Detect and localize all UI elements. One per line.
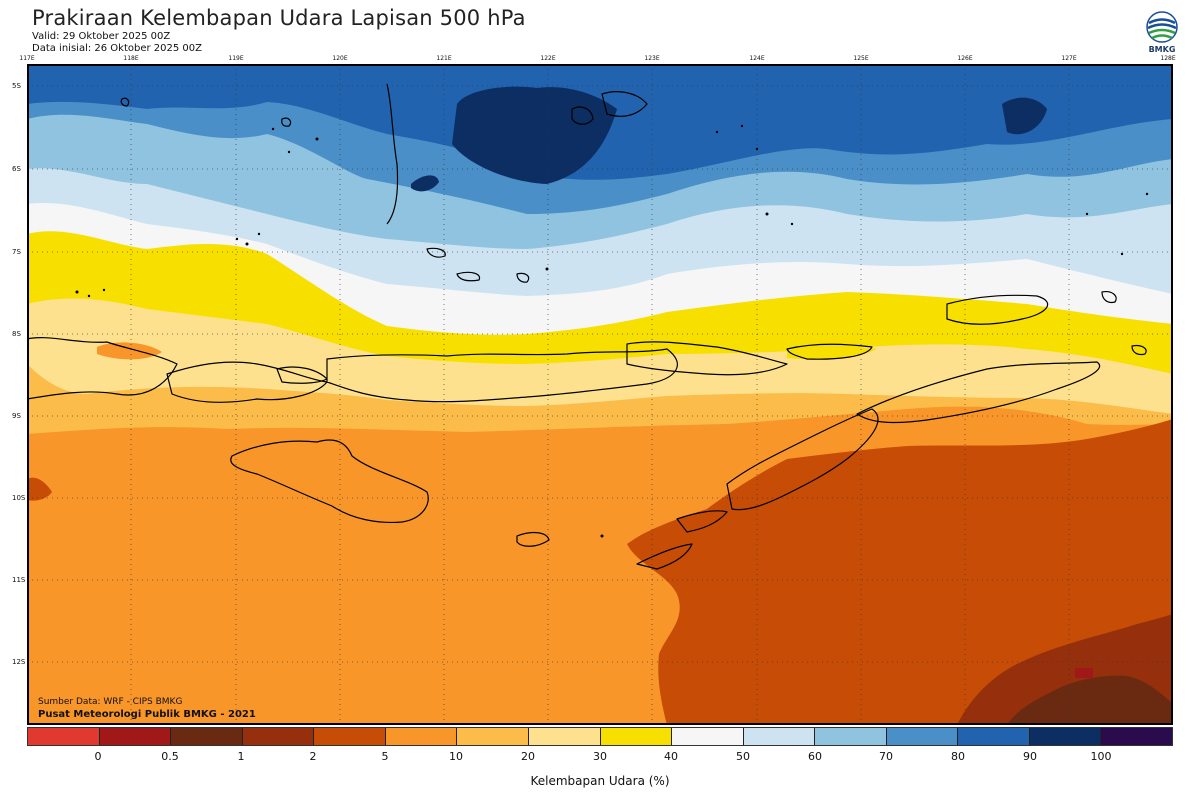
lat-label: 10S bbox=[12, 494, 26, 502]
dark-core-north bbox=[452, 86, 617, 184]
colorbar-segment bbox=[457, 728, 529, 745]
dark-core-mid bbox=[411, 175, 439, 192]
coast-sumba bbox=[230, 439, 429, 524]
map-frame bbox=[27, 64, 1173, 725]
lon-label: 124E bbox=[749, 55, 765, 62]
lat-label: 9S bbox=[12, 412, 21, 420]
colorbar-tick: 20 bbox=[521, 750, 535, 763]
lon-label: 117E bbox=[19, 55, 35, 62]
coast-sumbawa bbox=[27, 336, 178, 400]
colorbar-tick: 70 bbox=[879, 750, 893, 763]
lon-label: 121E bbox=[436, 55, 452, 62]
band-0.5-1 bbox=[1007, 675, 1173, 725]
lon-label: 118E bbox=[123, 55, 139, 62]
band-0-0.5 bbox=[1075, 668, 1093, 678]
lat-label: 5S bbox=[12, 82, 21, 90]
coast-alor-pantar bbox=[786, 343, 873, 360]
coast-islet-7 bbox=[120, 97, 130, 107]
blob-5-10-sumbawa bbox=[97, 342, 162, 360]
colorbar bbox=[27, 727, 1173, 746]
colorbar-tick: 30 bbox=[593, 750, 607, 763]
coast-selayar bbox=[571, 106, 594, 125]
coast-savu bbox=[516, 531, 550, 547]
colorbar-segment bbox=[672, 728, 744, 745]
colorbar-tick: 1 bbox=[237, 750, 245, 763]
bmkg-logo-icon bbox=[1146, 11, 1178, 43]
colorbar-segment bbox=[743, 728, 816, 745]
lat-label: 7S bbox=[12, 248, 21, 256]
colorbar-tick: 0 bbox=[94, 750, 102, 763]
island-dots bbox=[75, 124, 1149, 538]
colorbar-segment bbox=[385, 728, 458, 745]
colorbar-segment bbox=[815, 728, 887, 745]
coast-flores bbox=[326, 348, 678, 403]
lat-label: 8S bbox=[12, 330, 21, 338]
colorbar-segment bbox=[528, 728, 601, 745]
coastlines bbox=[27, 83, 1147, 570]
colorbar-title: Kelembapan Udara (%) bbox=[530, 774, 670, 788]
band-2-5 bbox=[627, 419, 1173, 725]
colorbar-tick: 0.5 bbox=[161, 750, 179, 763]
colorbar-segment bbox=[886, 728, 959, 745]
lat-label: 6S bbox=[12, 165, 21, 173]
dark-core-ne bbox=[1002, 97, 1047, 135]
coast-timor-west bbox=[676, 510, 728, 533]
bmkg-logo-text: BMKG bbox=[1148, 45, 1176, 54]
colorbar-segment bbox=[314, 728, 386, 745]
colorbar-tick: 2 bbox=[309, 750, 317, 763]
valid-time: Valid: 29 Oktober 2025 00Z bbox=[32, 31, 171, 42]
coast-buton bbox=[601, 91, 648, 117]
lon-label: 120E bbox=[332, 55, 348, 62]
coast-islet-3 bbox=[516, 272, 530, 283]
colorbar-tick: 10 bbox=[449, 750, 463, 763]
coast-wetar bbox=[946, 294, 1049, 325]
lon-label: 122E bbox=[540, 55, 556, 62]
init-time: Data inisial: 26 Oktober 2025 00Z bbox=[32, 43, 202, 54]
lon-label: 125E bbox=[853, 55, 869, 62]
colorbar-tick: 40 bbox=[664, 750, 678, 763]
lon-label: 127E bbox=[1061, 55, 1077, 62]
org-credit: Pusat Meteorologi Publik BMKG - 2021 bbox=[38, 709, 256, 720]
colorbar-segment bbox=[99, 728, 172, 745]
coast-islet-2 bbox=[456, 271, 481, 282]
colorbar-segment bbox=[1101, 728, 1172, 745]
colorbar-tick: 50 bbox=[736, 750, 750, 763]
coast-islet-5 bbox=[1131, 344, 1147, 356]
lon-label: 119E bbox=[228, 55, 244, 62]
coast-islet-1 bbox=[426, 247, 446, 258]
colorbar-tick: 5 bbox=[381, 750, 389, 763]
colorbar-segment bbox=[171, 728, 243, 745]
colorbar-tick: 100 bbox=[1090, 750, 1112, 763]
colorbar-segment bbox=[600, 728, 673, 745]
colorbar-segment bbox=[28, 728, 100, 745]
coast-islet-6 bbox=[281, 117, 292, 127]
lat-label: 11S bbox=[12, 576, 26, 584]
coast-flores-east bbox=[626, 341, 788, 376]
colorbar-segment bbox=[958, 728, 1030, 745]
coast-timor bbox=[726, 408, 879, 511]
coast-sulawesi-south bbox=[386, 83, 399, 225]
coast-wetar-outline bbox=[856, 361, 1101, 424]
colorbar-segment bbox=[242, 728, 315, 745]
humidity-map bbox=[27, 64, 1173, 725]
coast-islet-4 bbox=[1101, 291, 1117, 304]
lon-label: 126E bbox=[957, 55, 973, 62]
lon-label: 128E bbox=[1160, 55, 1176, 62]
band-2-5-west bbox=[27, 477, 52, 501]
colorbar-tick: 60 bbox=[808, 750, 822, 763]
graticule bbox=[27, 64, 1173, 725]
data-source-credit: Sumber Data: WRF - CIPS BMKG bbox=[38, 697, 183, 707]
colorbar-tick: 90 bbox=[1023, 750, 1037, 763]
coast-rote bbox=[636, 543, 693, 570]
colorbar-segment bbox=[1029, 728, 1102, 745]
lon-label: 123E bbox=[644, 55, 660, 62]
map-title: Prakiraan Kelembapan Udara Lapisan 500 h… bbox=[32, 6, 526, 30]
colorbar-tick: 80 bbox=[951, 750, 965, 763]
lat-label: 12S bbox=[12, 658, 26, 666]
